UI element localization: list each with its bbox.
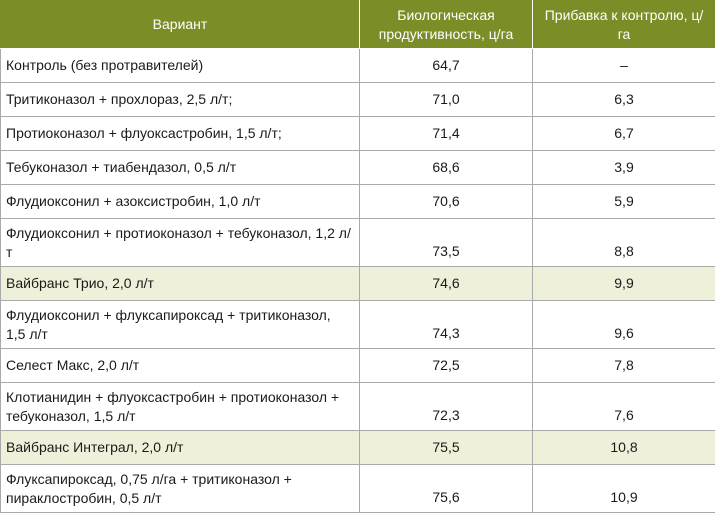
header-productivity: Биологическая продуктивность, ц/га xyxy=(360,1,533,49)
productivity-cell: 75,6 xyxy=(360,465,533,513)
increase-cell: 9,9 xyxy=(533,267,715,301)
increase-cell: 3,9 xyxy=(533,151,715,185)
increase-cell: 5,9 xyxy=(533,185,715,219)
productivity-cell: 71,0 xyxy=(360,83,533,117)
productivity-cell: 70,6 xyxy=(360,185,533,219)
productivity-cell: 71,4 xyxy=(360,117,533,151)
variant-cell: Тебуконазол + тиабендазол, 0,5 л/т xyxy=(1,151,360,185)
increase-cell: 6,3 xyxy=(533,83,715,117)
header-row: Вариант Биологическая продуктивность, ц/… xyxy=(1,1,715,49)
variant-cell: Клотианидин + флуоксастробин + протиокон… xyxy=(1,383,360,431)
productivity-cell: 72,3 xyxy=(360,383,533,431)
table-row: Флудиоксонил + флуксапироксад + тритикон… xyxy=(1,301,715,349)
productivity-cell: 75,5 xyxy=(360,431,533,465)
increase-cell: 10,9 xyxy=(533,465,715,513)
productivity-cell: 73,5 xyxy=(360,219,533,267)
increase-cell: 7,6 xyxy=(533,383,715,431)
productivity-cell: 74,6 xyxy=(360,267,533,301)
variant-cell: Тритиконазол + прохлораз, 2,5 л/т; xyxy=(1,83,360,117)
variant-cell: Вайбранс Трио, 2,0 л/т xyxy=(1,267,360,301)
productivity-cell: 74,3 xyxy=(360,301,533,349)
table-row: Флуксапироксад, 0,75 л/га + тритиконазол… xyxy=(1,465,715,513)
increase-cell: 9,6 xyxy=(533,301,715,349)
header-increase: Прибавка к контролю, ц/га xyxy=(533,1,715,49)
table-row: Флудиоксонил + протиоконазол + тебуконаз… xyxy=(1,219,715,267)
table-row: Контроль (без протравителей)64,7– xyxy=(1,49,715,83)
increase-cell: 6,7 xyxy=(533,117,715,151)
variant-cell: Флудиоксонил + протиоконазол + тебуконаз… xyxy=(1,219,360,267)
productivity-cell: 72,5 xyxy=(360,349,533,383)
variant-cell: Флудиоксонил + флуксапироксад + тритикон… xyxy=(1,301,360,349)
increase-cell: 7,8 xyxy=(533,349,715,383)
variant-cell: Контроль (без протравителей) xyxy=(1,49,360,83)
productivity-cell: 64,7 xyxy=(360,49,533,83)
variant-cell: Флудиоксонил + азоксистробин, 1,0 л/т xyxy=(1,185,360,219)
variant-cell: Флуксапироксад, 0,75 л/га + тритиконазол… xyxy=(1,465,360,513)
productivity-cell: 68,6 xyxy=(360,151,533,185)
increase-cell: 8,8 xyxy=(533,219,715,267)
table-body: Контроль (без протравителей)64,7–Тритико… xyxy=(1,49,715,513)
header-variant: Вариант xyxy=(1,1,360,49)
variant-cell: Протиоконазол + флуоксастробин, 1,5 л/т; xyxy=(1,117,360,151)
table-header: Вариант Биологическая продуктивность, ц/… xyxy=(1,1,715,49)
variant-cell: Вайбранс Интеграл, 2,0 л/т xyxy=(1,431,360,465)
table-row: Клотианидин + флуоксастробин + протиокон… xyxy=(1,383,715,431)
variant-cell: Селест Макс, 2,0 л/т xyxy=(1,349,360,383)
table-row: Протиоконазол + флуоксастробин, 1,5 л/т;… xyxy=(1,117,715,151)
increase-cell: 10,8 xyxy=(533,431,715,465)
increase-cell: – xyxy=(533,49,715,83)
